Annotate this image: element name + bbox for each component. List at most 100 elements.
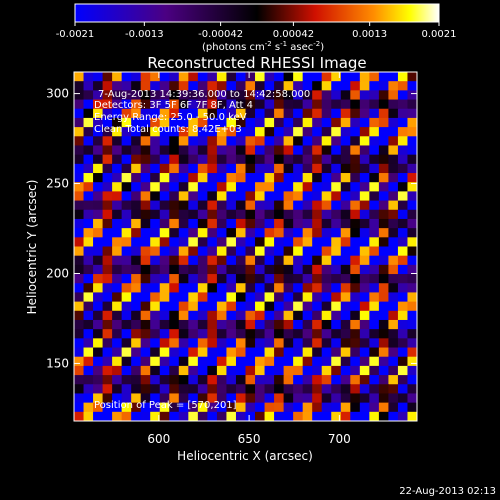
image-cell — [131, 274, 142, 284]
image-cell — [150, 136, 161, 147]
image-cell — [131, 365, 142, 376]
image-cell — [264, 127, 275, 137]
image-cell — [235, 209, 247, 220]
image-cell — [178, 90, 189, 101]
image-cell — [274, 402, 285, 413]
image-cell — [397, 145, 409, 156]
image-cell — [302, 136, 313, 147]
image-cell — [74, 145, 85, 156]
image-cell — [131, 218, 142, 229]
image-cell — [169, 329, 180, 339]
image-cell — [178, 319, 189, 330]
image-cell — [235, 108, 247, 119]
image-cell — [312, 310, 323, 321]
image-cell — [397, 108, 409, 119]
image-cell — [207, 310, 218, 321]
image-cell — [388, 99, 399, 110]
image-cell — [150, 338, 161, 349]
image-cell — [226, 292, 237, 303]
image-cell — [359, 182, 370, 192]
image-cell — [150, 237, 161, 248]
image-cell — [331, 117, 342, 128]
image-cell — [312, 228, 323, 238]
image-cell — [274, 136, 285, 147]
image-cell — [302, 338, 313, 349]
colorbar-tick-label: 0.0021 — [422, 29, 457, 40]
image-cell — [197, 99, 208, 110]
image-cell — [264, 310, 275, 321]
image-cell — [207, 200, 218, 211]
image-cell — [388, 347, 399, 358]
image-cell — [74, 218, 85, 229]
colorbar-tick-label: -0.0013 — [125, 29, 164, 40]
image-cell — [274, 191, 285, 202]
image-cell — [302, 365, 313, 376]
image-cell — [159, 255, 170, 266]
image-cell — [235, 310, 247, 321]
image-cell — [255, 209, 266, 220]
image-cell — [255, 72, 266, 82]
image-cell — [159, 218, 170, 229]
image-cell — [226, 274, 237, 284]
image-cell — [331, 310, 342, 321]
image-cell — [359, 347, 370, 358]
image-cell — [283, 411, 294, 421]
image-cell — [255, 200, 266, 211]
image-cell — [312, 393, 323, 404]
image-cell — [331, 402, 342, 413]
image-cell — [131, 246, 142, 257]
image-cell — [83, 393, 94, 404]
image-cell — [397, 375, 409, 385]
image-cell — [302, 292, 313, 303]
image-cell — [226, 411, 237, 421]
image-cell — [197, 264, 208, 275]
image-cell — [245, 365, 256, 376]
image-cell — [74, 237, 85, 248]
image-cell — [207, 411, 218, 421]
image-cell — [302, 329, 313, 339]
image-cell — [255, 292, 266, 303]
image-cell — [226, 145, 237, 156]
image-cell — [359, 81, 370, 91]
image-cell — [331, 255, 342, 266]
image-cell — [150, 209, 161, 220]
image-cell — [150, 246, 161, 257]
image-cell — [331, 365, 342, 376]
image-cell — [226, 117, 237, 128]
image-cell — [235, 218, 247, 229]
image-cell — [207, 108, 218, 119]
image-cell — [178, 99, 189, 110]
image-cell — [178, 402, 189, 413]
image-cell — [140, 237, 151, 248]
image-cell — [235, 292, 247, 303]
image-cell — [74, 246, 85, 257]
image-cell — [150, 310, 161, 321]
image-cell — [226, 356, 237, 367]
image-cell — [321, 209, 332, 220]
y-tick-label: 300 — [46, 87, 69, 101]
image-cell — [302, 228, 313, 238]
image-cell — [216, 127, 228, 137]
image-cell — [378, 375, 390, 385]
image-cell — [112, 393, 123, 404]
image-cell — [178, 283, 189, 294]
image-cell — [283, 81, 294, 91]
image-cell — [207, 163, 218, 174]
image-cell — [159, 375, 170, 385]
image-cell — [350, 319, 361, 330]
image-cell — [388, 145, 399, 156]
image-cell — [207, 209, 218, 220]
image-cell — [321, 375, 332, 385]
image-cell — [131, 90, 142, 101]
image-cell — [150, 301, 161, 312]
image-cell — [131, 117, 142, 128]
image-cell — [359, 329, 370, 339]
image-cell — [388, 81, 399, 91]
image-cell — [83, 191, 94, 202]
image-cell — [321, 411, 332, 421]
image-cell — [264, 347, 275, 358]
image-cell — [312, 402, 323, 413]
image-cell — [131, 292, 142, 303]
image-cell — [159, 264, 170, 275]
image-cell — [83, 283, 94, 294]
